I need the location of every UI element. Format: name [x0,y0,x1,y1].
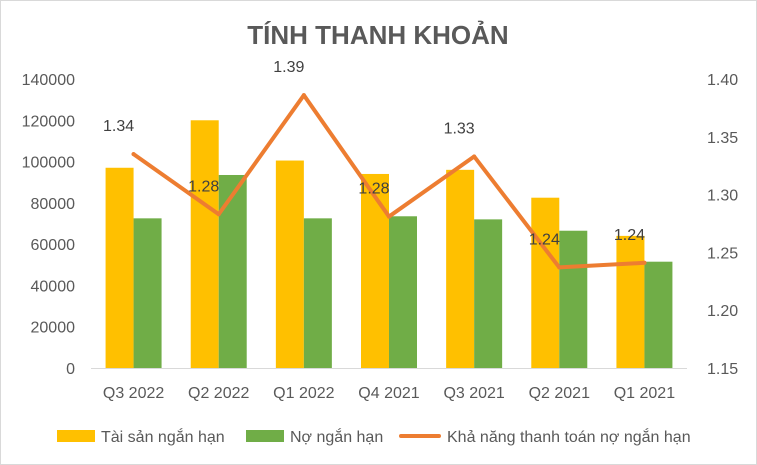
x-tick-label: Q3 2022 [103,385,164,402]
bar [303,218,332,368]
y-left-tick-label: 60000 [31,237,76,254]
bar [531,197,560,368]
bar [190,120,219,369]
data-label: 1.24 [614,227,645,244]
line-point [642,260,647,265]
line-point [301,93,306,98]
axes-layer: 0 20000 40000 60000 80000 100000 120000 140000 1… [22,72,739,402]
y-right-tick-label: 1.40 [707,72,738,89]
y-right-tick-label: 1.15 [707,361,738,378]
line-point [557,265,562,270]
bar [361,173,389,368]
y-left-tick-label: 40000 [31,278,76,295]
legend-swatch [246,430,284,442]
chart-title: TÍNH THANH KHOẢN [247,20,508,50]
y-right-tick-label: 1.30 [707,188,738,205]
x-tick-label: Q1 2022 [273,385,334,402]
y-left-tick-label: 120000 [22,113,75,130]
legend-swatch [57,430,95,442]
x-tick-label: Q2 2021 [529,385,590,402]
y-left-tick-label: 140000 [22,72,75,89]
bar [616,235,645,368]
x-tick-label: Q1 2021 [614,385,675,402]
y-left-tick-label: 80000 [31,196,76,213]
y-right-tick-label: 1.25 [707,245,738,262]
bar [559,230,588,368]
bar [644,261,673,368]
data-label: 1.39 [273,59,304,76]
bar [474,219,503,368]
legend-label: Nợ ngắn hạn [290,427,383,446]
legend-item: Tài sản ngắn hạn [57,427,225,446]
legend-label: Khả năng thanh toán nợ ngắn hạn [447,427,691,446]
y-left-tick-label: 100000 [22,155,75,172]
x-tick-label: Q2 2022 [188,385,249,402]
line-point [387,214,391,219]
y-left-tick-label: 20000 [31,320,76,337]
legend-label: Tài sản ngắn hạn [101,427,225,446]
y-left-tick-label: 0 [66,361,75,378]
line-point [216,212,221,217]
bar [446,169,475,368]
data-label: 1.33 [444,120,475,137]
bar [133,218,162,368]
data-label: 1.34 [103,118,134,135]
x-tick-label: Q4 2021 [358,385,419,402]
line-layer: 1.34 1.28 1.39 1.28 1.33 1.24 1.24 [103,59,647,270]
data-label: 1.28 [358,181,389,198]
legend: Tài sản ngắn hạn Nợ ngắn hạn Khả năng than… [57,427,691,446]
line-point [131,152,136,157]
x-tick-label: Q3 2021 [443,385,504,402]
data-label: 1.24 [529,231,560,248]
bar [389,216,417,368]
bars-layer [105,120,673,369]
legend-item: Khả năng thanh toán nợ ngắn hạn [399,427,691,446]
y-right-tick-label: 1.20 [707,303,738,320]
line-point [472,154,477,159]
bar [218,174,247,368]
y-right-tick-label: 1.35 [707,130,738,147]
bar [275,160,304,368]
data-label: 1.28 [188,178,219,195]
legend-item: Nợ ngắn hạn [246,427,383,446]
bar [105,167,134,368]
